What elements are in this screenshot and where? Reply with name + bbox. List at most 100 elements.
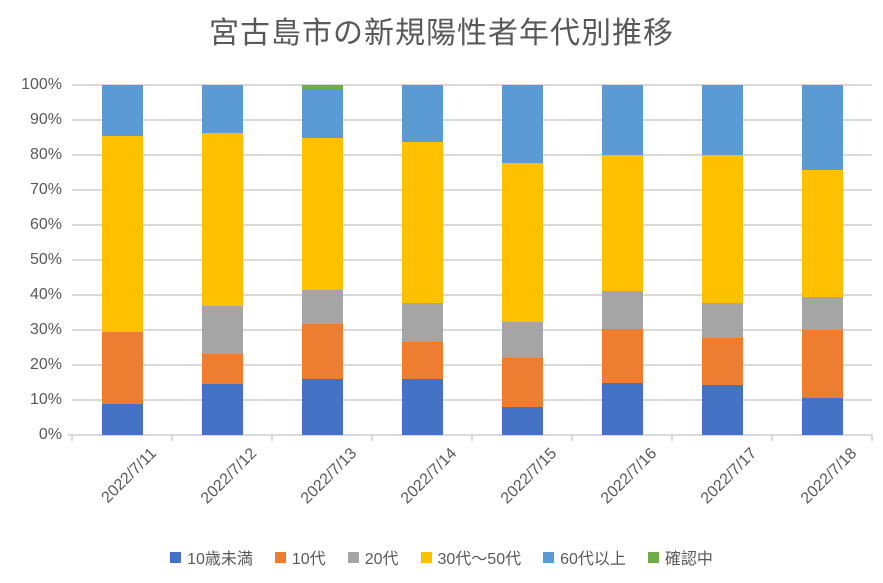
gridline (72, 119, 872, 121)
legend-swatch-icon (170, 551, 182, 563)
y-axis-label: 100% (21, 76, 62, 93)
bar-segment-10歳未満 (301, 379, 343, 435)
x-axis-label: 2022/7/17 (697, 445, 761, 508)
bar-segment-10代 (301, 323, 343, 380)
bar-segment-30代〜50代 (601, 155, 643, 292)
x-axis-tick (471, 435, 473, 441)
x-axis-label: 2022/7/18 (797, 445, 861, 508)
bar-segment-60代以上 (101, 85, 143, 136)
legend-item-60代以上: 60代以上 (543, 545, 626, 569)
bar-segment-10歳未満 (101, 404, 143, 435)
x-axis-tick (371, 435, 373, 441)
bar-segment-60代以上 (301, 89, 343, 138)
legend-swatch-icon (274, 551, 286, 563)
bar-segment-20代 (301, 289, 343, 324)
legend-item-確認中: 確認中 (647, 545, 713, 569)
bar-segment-60代以上 (201, 85, 243, 134)
legend-swatch-icon (420, 551, 432, 563)
y-axis-label: 20% (29, 356, 62, 373)
bar-segment-60代以上 (401, 85, 443, 142)
bar-segment-20代 (801, 296, 843, 331)
gridline (72, 294, 872, 296)
bar-segment-確認中 (301, 85, 343, 90)
legend-label: 30代〜50代 (437, 551, 522, 568)
bar-segment-10歳未満 (201, 384, 243, 435)
bar-segment-30代〜50代 (401, 141, 443, 304)
legend-swatch-icon (347, 551, 359, 563)
legend-item-30代〜50代: 30代〜50代 (420, 545, 522, 569)
bar-segment-10歳未満 (701, 384, 743, 435)
bar-segment-20代 (201, 305, 243, 355)
legend: 10歳未満 10代 20代 30代〜50代 60代以上 確認中 (0, 545, 883, 569)
bar-segment-60代以上 (601, 85, 643, 156)
y-axis-label: 90% (29, 111, 62, 128)
bar-segment-10歳未満 (601, 383, 643, 435)
bar-segment-10代 (601, 328, 643, 384)
legend-label: 確認中 (664, 551, 713, 568)
bar-segment-30代〜50代 (201, 133, 243, 306)
bar-segment-10歳未満 (801, 397, 843, 435)
legend-label: 60代以上 (560, 551, 626, 568)
bar-segment-20代 (701, 302, 743, 339)
bar-segment-10代 (501, 358, 543, 407)
legend-swatch-icon (543, 551, 555, 563)
bar-segment-20代 (401, 303, 443, 342)
bar-2022/7/11 (101, 85, 143, 435)
gridline (72, 259, 872, 261)
y-axis-label: 30% (29, 321, 62, 338)
legend-label: 20代 (364, 551, 399, 568)
gridline (72, 154, 872, 156)
bar-2022/7/16 (601, 85, 643, 435)
x-axis-tick (171, 435, 173, 441)
x-axis-tick (671, 435, 673, 441)
bar-segment-30代〜50代 (101, 135, 143, 333)
legend-swatch-icon (647, 551, 659, 563)
bar-2022/7/14 (401, 85, 443, 435)
gridline (72, 364, 872, 366)
bar-segment-30代〜50代 (501, 163, 543, 323)
y-axis-label: 10% (29, 391, 62, 408)
bar-segment-10代 (201, 354, 243, 385)
y-axis-label: 80% (29, 146, 62, 163)
bar-2022/7/13 (301, 85, 343, 435)
bar-segment-10代 (401, 341, 443, 379)
bar-2022/7/15 (501, 85, 543, 435)
chart-title: 宮古島市の新規陽性者年代別推移 (209, 17, 674, 50)
x-axis-label: 2022/7/15 (497, 445, 561, 508)
y-axis-label: 50% (29, 251, 62, 268)
gridline (72, 84, 872, 86)
gridline (72, 399, 872, 401)
bar-2022/7/18 (801, 85, 843, 435)
bar-segment-60代以上 (801, 85, 843, 171)
bar-segment-10歳未満 (401, 378, 443, 435)
y-axis-label: 40% (29, 286, 62, 303)
y-axis-label: 60% (29, 216, 62, 233)
bar-segment-20代 (601, 291, 643, 329)
x-axis-tick (271, 435, 273, 441)
bar-segment-30代〜50代 (301, 137, 343, 290)
bar-segment-30代〜50代 (801, 170, 843, 297)
x-axis-label: 2022/7/12 (197, 445, 261, 508)
y-axis-label: 0% (38, 426, 62, 443)
legend-item-10代: 10代 (274, 545, 326, 569)
bar-segment-60代以上 (501, 85, 543, 164)
x-axis-label: 2022/7/13 (297, 445, 361, 508)
gridline (72, 329, 872, 331)
gridline (72, 189, 872, 191)
bar-segment-60代以上 (701, 85, 743, 155)
bar-2022/7/17 (701, 85, 743, 435)
bar-segment-10代 (101, 332, 143, 405)
x-axis-tick (71, 435, 73, 441)
x-axis-tick (871, 435, 873, 441)
legend-item-10歳未満: 10歳未満 (170, 545, 253, 569)
gridline (72, 224, 872, 226)
x-axis-label: 2022/7/16 (597, 445, 661, 508)
x-axis-label: 2022/7/11 (98, 445, 161, 507)
bar-segment-30代〜50代 (701, 155, 743, 303)
bar-segment-20代 (501, 322, 543, 359)
bar-2022/7/12 (201, 85, 243, 435)
y-axis-label: 70% (29, 181, 62, 198)
x-axis-line (68, 434, 872, 436)
